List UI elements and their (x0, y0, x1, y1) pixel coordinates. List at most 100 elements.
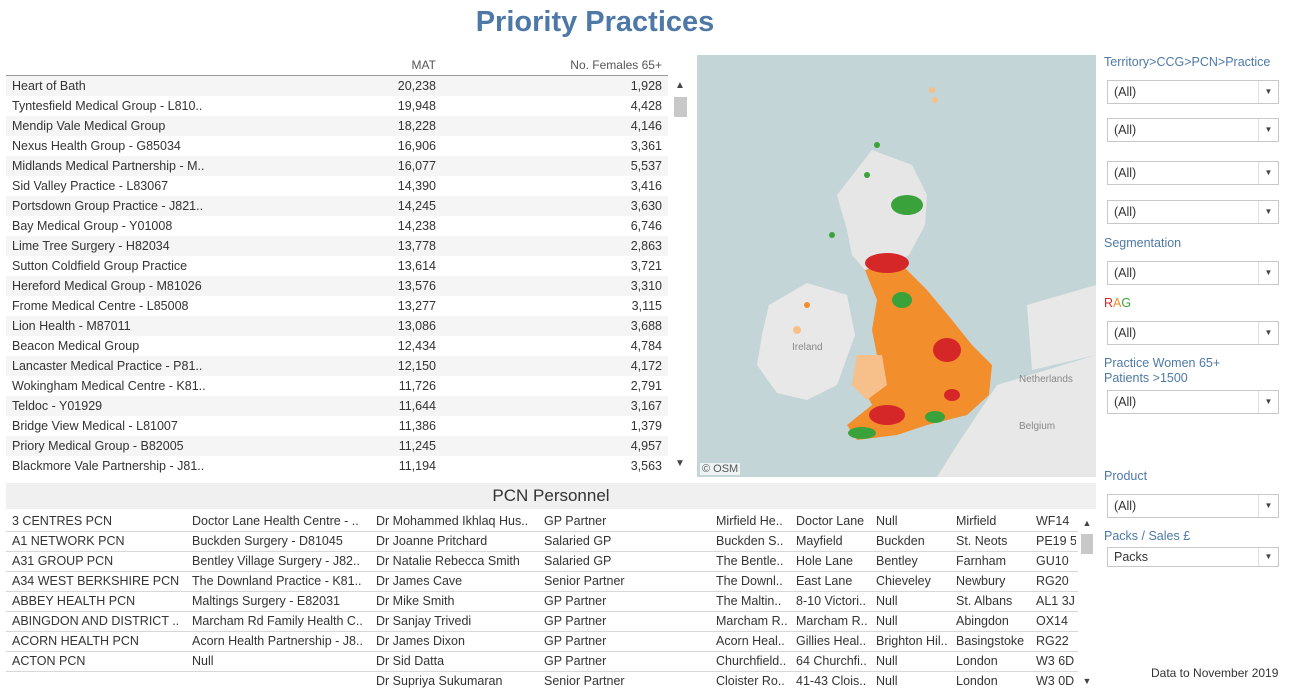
pcn-address: Gillies Heal.. (796, 634, 867, 648)
table-row[interactable]: Lancaster Medical Practice - P81.. 12,150… (6, 356, 668, 376)
pcn-name: A31 GROUP PCN (12, 554, 114, 568)
pcn-address: Mayfield (796, 534, 843, 548)
pcn-person: Dr James Cave (376, 574, 463, 588)
practice-females: 4,146 (630, 119, 662, 133)
table-row[interactable]: Portsdown Group Practice - J821.. 14,245 3… (6, 196, 668, 216)
practice-name: Tyntesfield Medical Group - L810.. (12, 99, 203, 113)
scroll-down-icon[interactable]: ▼ (1082, 676, 1092, 686)
map-point[interactable] (864, 172, 870, 178)
chevron-down-icon[interactable]: ▼ (1258, 495, 1278, 517)
pcn-scrollbar[interactable]: ▲ ▼ (1078, 512, 1096, 690)
practice-females: 5,537 (630, 159, 662, 173)
chevron-down-icon[interactable]: ▼ (1258, 119, 1278, 141)
practice-females: 4,428 (630, 99, 662, 113)
table-row[interactable]: Tyntesfield Medical Group - L810.. 19,948… (6, 96, 668, 116)
pcn-address: Hole Lane (796, 554, 853, 568)
table-row[interactable]: Priory Medical Group - B82005 11,245 4,957 (6, 436, 668, 456)
rag-select[interactable]: (All) ▼ (1107, 321, 1279, 345)
pcn-town: St. Albans (956, 594, 1013, 608)
map-cluster-green[interactable] (848, 427, 876, 439)
map-cluster-green[interactable] (925, 411, 945, 423)
table-row[interactable]: Wokingham Medical Centre - K81.. 11,726 2,… (6, 376, 668, 396)
women-filter-label-1: Practice Women 65+ (1104, 356, 1221, 370)
table-row[interactable]: ACORN HEALTH PCN Acorn Health Partnership… (6, 632, 1096, 652)
table-row[interactable]: Lime Tree Surgery - H82034 13,778 2,863 (6, 236, 668, 256)
map-point[interactable] (929, 87, 935, 93)
column-header-mat[interactable]: MAT (411, 58, 436, 72)
chevron-down-icon[interactable]: ▼ (1258, 201, 1278, 223)
practice-mat: 11,194 (398, 459, 436, 473)
map-cluster-red[interactable] (865, 253, 909, 273)
chevron-down-icon[interactable]: ▼ (1258, 391, 1278, 413)
pcn-select[interactable]: (All) ▼ (1107, 161, 1279, 185)
table-row[interactable]: A34 WEST BERKSHIRE PCN The Downland Pract… (6, 572, 1096, 592)
table-row[interactable]: Blackmore Vale Partnership - J81.. 11,194… (6, 456, 668, 476)
territory-select[interactable]: (All) ▼ (1107, 80, 1279, 104)
practice-name: Nexus Health Group - G85034 (12, 139, 181, 153)
table-row[interactable]: Lion Health - M87011 13,086 3,688 (6, 316, 668, 336)
pcn-practice: Acorn Health Partnership - J8.. (192, 634, 363, 648)
segmentation-select[interactable]: (All) ▼ (1107, 261, 1279, 285)
pcn-postcode: AL1 3J (1036, 594, 1075, 608)
chevron-down-icon[interactable]: ▼ (1258, 322, 1278, 344)
table-row[interactable]: A31 GROUP PCN Bentley Village Surgery - J… (6, 552, 1096, 572)
scroll-thumb[interactable] (1081, 534, 1093, 554)
table-row[interactable]: Nexus Health Group - G85034 16,906 3,361 (6, 136, 668, 156)
table-row[interactable]: Sid Valley Practice - L83067 14,390 3,416 (6, 176, 668, 196)
table-row[interactable]: Dr Supriya Sukumaran Senior Partner Cloist… (6, 672, 1096, 690)
map-point[interactable] (793, 326, 801, 334)
map-point[interactable] (804, 302, 810, 308)
practice-name: Hereford Medical Group - M81026 (12, 279, 202, 293)
practice-select[interactable]: (All) ▼ (1107, 200, 1279, 224)
map-cluster-green[interactable] (891, 195, 923, 215)
practices-scrollbar[interactable]: ▲ ▼ (670, 75, 690, 475)
column-header-females[interactable]: No. Females 65+ (570, 58, 662, 72)
practice-mat: 13,086 (397, 319, 436, 333)
chevron-down-icon[interactable]: ▼ (1258, 162, 1278, 184)
uk-practice-map[interactable]: Ireland Netherlands Belgium © OSM (697, 55, 1096, 477)
table-row[interactable]: Bay Medical Group - Y01008 14,238 6,746 (6, 216, 668, 236)
pcn-name: ABINGDON AND DISTRICT .. (12, 614, 180, 628)
product-select[interactable]: (All) ▼ (1107, 494, 1279, 518)
pcn-site: The Maltin.. (716, 594, 782, 608)
table-row[interactable]: Bridge View Medical - L81007 11,386 1,379 (6, 416, 668, 436)
map-cluster-red[interactable] (933, 338, 961, 362)
chevron-down-icon[interactable]: ▼ (1258, 81, 1278, 103)
table-row[interactable]: ABBEY HEALTH PCN Maltings Surgery - E8203… (6, 592, 1096, 612)
scroll-thumb[interactable] (674, 97, 687, 117)
table-row[interactable]: Teldoc - Y01929 11,644 3,167 (6, 396, 668, 416)
table-row[interactable]: Frome Medical Centre - L85008 13,277 3,115 (6, 296, 668, 316)
scroll-up-icon[interactable]: ▲ (675, 80, 685, 91)
pcn-locality: Null (876, 674, 898, 688)
practice-mat: 14,390 (397, 179, 436, 193)
table-row[interactable]: Mendip Vale Medical Group 18,228 4,146 (6, 116, 668, 136)
map-attribution[interactable]: © OSM (700, 463, 741, 475)
table-row[interactable]: 3 CENTRES PCN Doctor Lane Health Centre -… (6, 512, 1096, 532)
scroll-down-icon[interactable]: ▼ (675, 458, 685, 469)
table-row[interactable]: Hereford Medical Group - M81026 13,576 3,3… (6, 276, 668, 296)
map-cluster-red[interactable] (869, 405, 905, 425)
table-row[interactable]: A1 NETWORK PCN Buckden Surgery - D81045 Dr… (6, 532, 1096, 552)
ccg-select[interactable]: (All) ▼ (1107, 118, 1279, 142)
map-cluster-green[interactable] (892, 292, 912, 308)
practice-mat: 14,238 (397, 219, 436, 233)
map-point[interactable] (932, 97, 938, 103)
table-row[interactable]: Sutton Coldfield Group Practice 13,614 3,7… (6, 256, 668, 276)
table-row[interactable]: Heart of Bath 20,238 1,928 (6, 76, 668, 96)
pcn-person: Dr Joanne Pritchard (376, 534, 488, 548)
scroll-up-icon[interactable]: ▲ (1082, 518, 1092, 528)
table-row[interactable]: ABINGDON AND DISTRICT .. Marcham Rd Famil… (6, 612, 1096, 632)
chevron-down-icon[interactable]: ▼ (1258, 262, 1278, 284)
pcn-locality: Null (876, 514, 898, 528)
packs-select[interactable]: Packs ▼ (1107, 547, 1279, 567)
table-row[interactable]: ACTON PCN Null Dr Sid Datta GP Partner Churc… (6, 652, 1096, 672)
women-select[interactable]: (All) ▼ (1107, 390, 1279, 414)
practice-name: Midlands Medical Partnership - M.. (12, 159, 205, 173)
practice-name: Frome Medical Centre - L85008 (12, 299, 189, 313)
map-point[interactable] (874, 142, 880, 148)
table-row[interactable]: Beacon Medical Group 12,434 4,784 (6, 336, 668, 356)
table-row[interactable]: Midlands Medical Partnership - M.. 16,077… (6, 156, 668, 176)
map-cluster-red[interactable] (944, 389, 960, 401)
chevron-down-icon[interactable]: ▼ (1258, 548, 1278, 566)
map-point[interactable] (829, 232, 835, 238)
